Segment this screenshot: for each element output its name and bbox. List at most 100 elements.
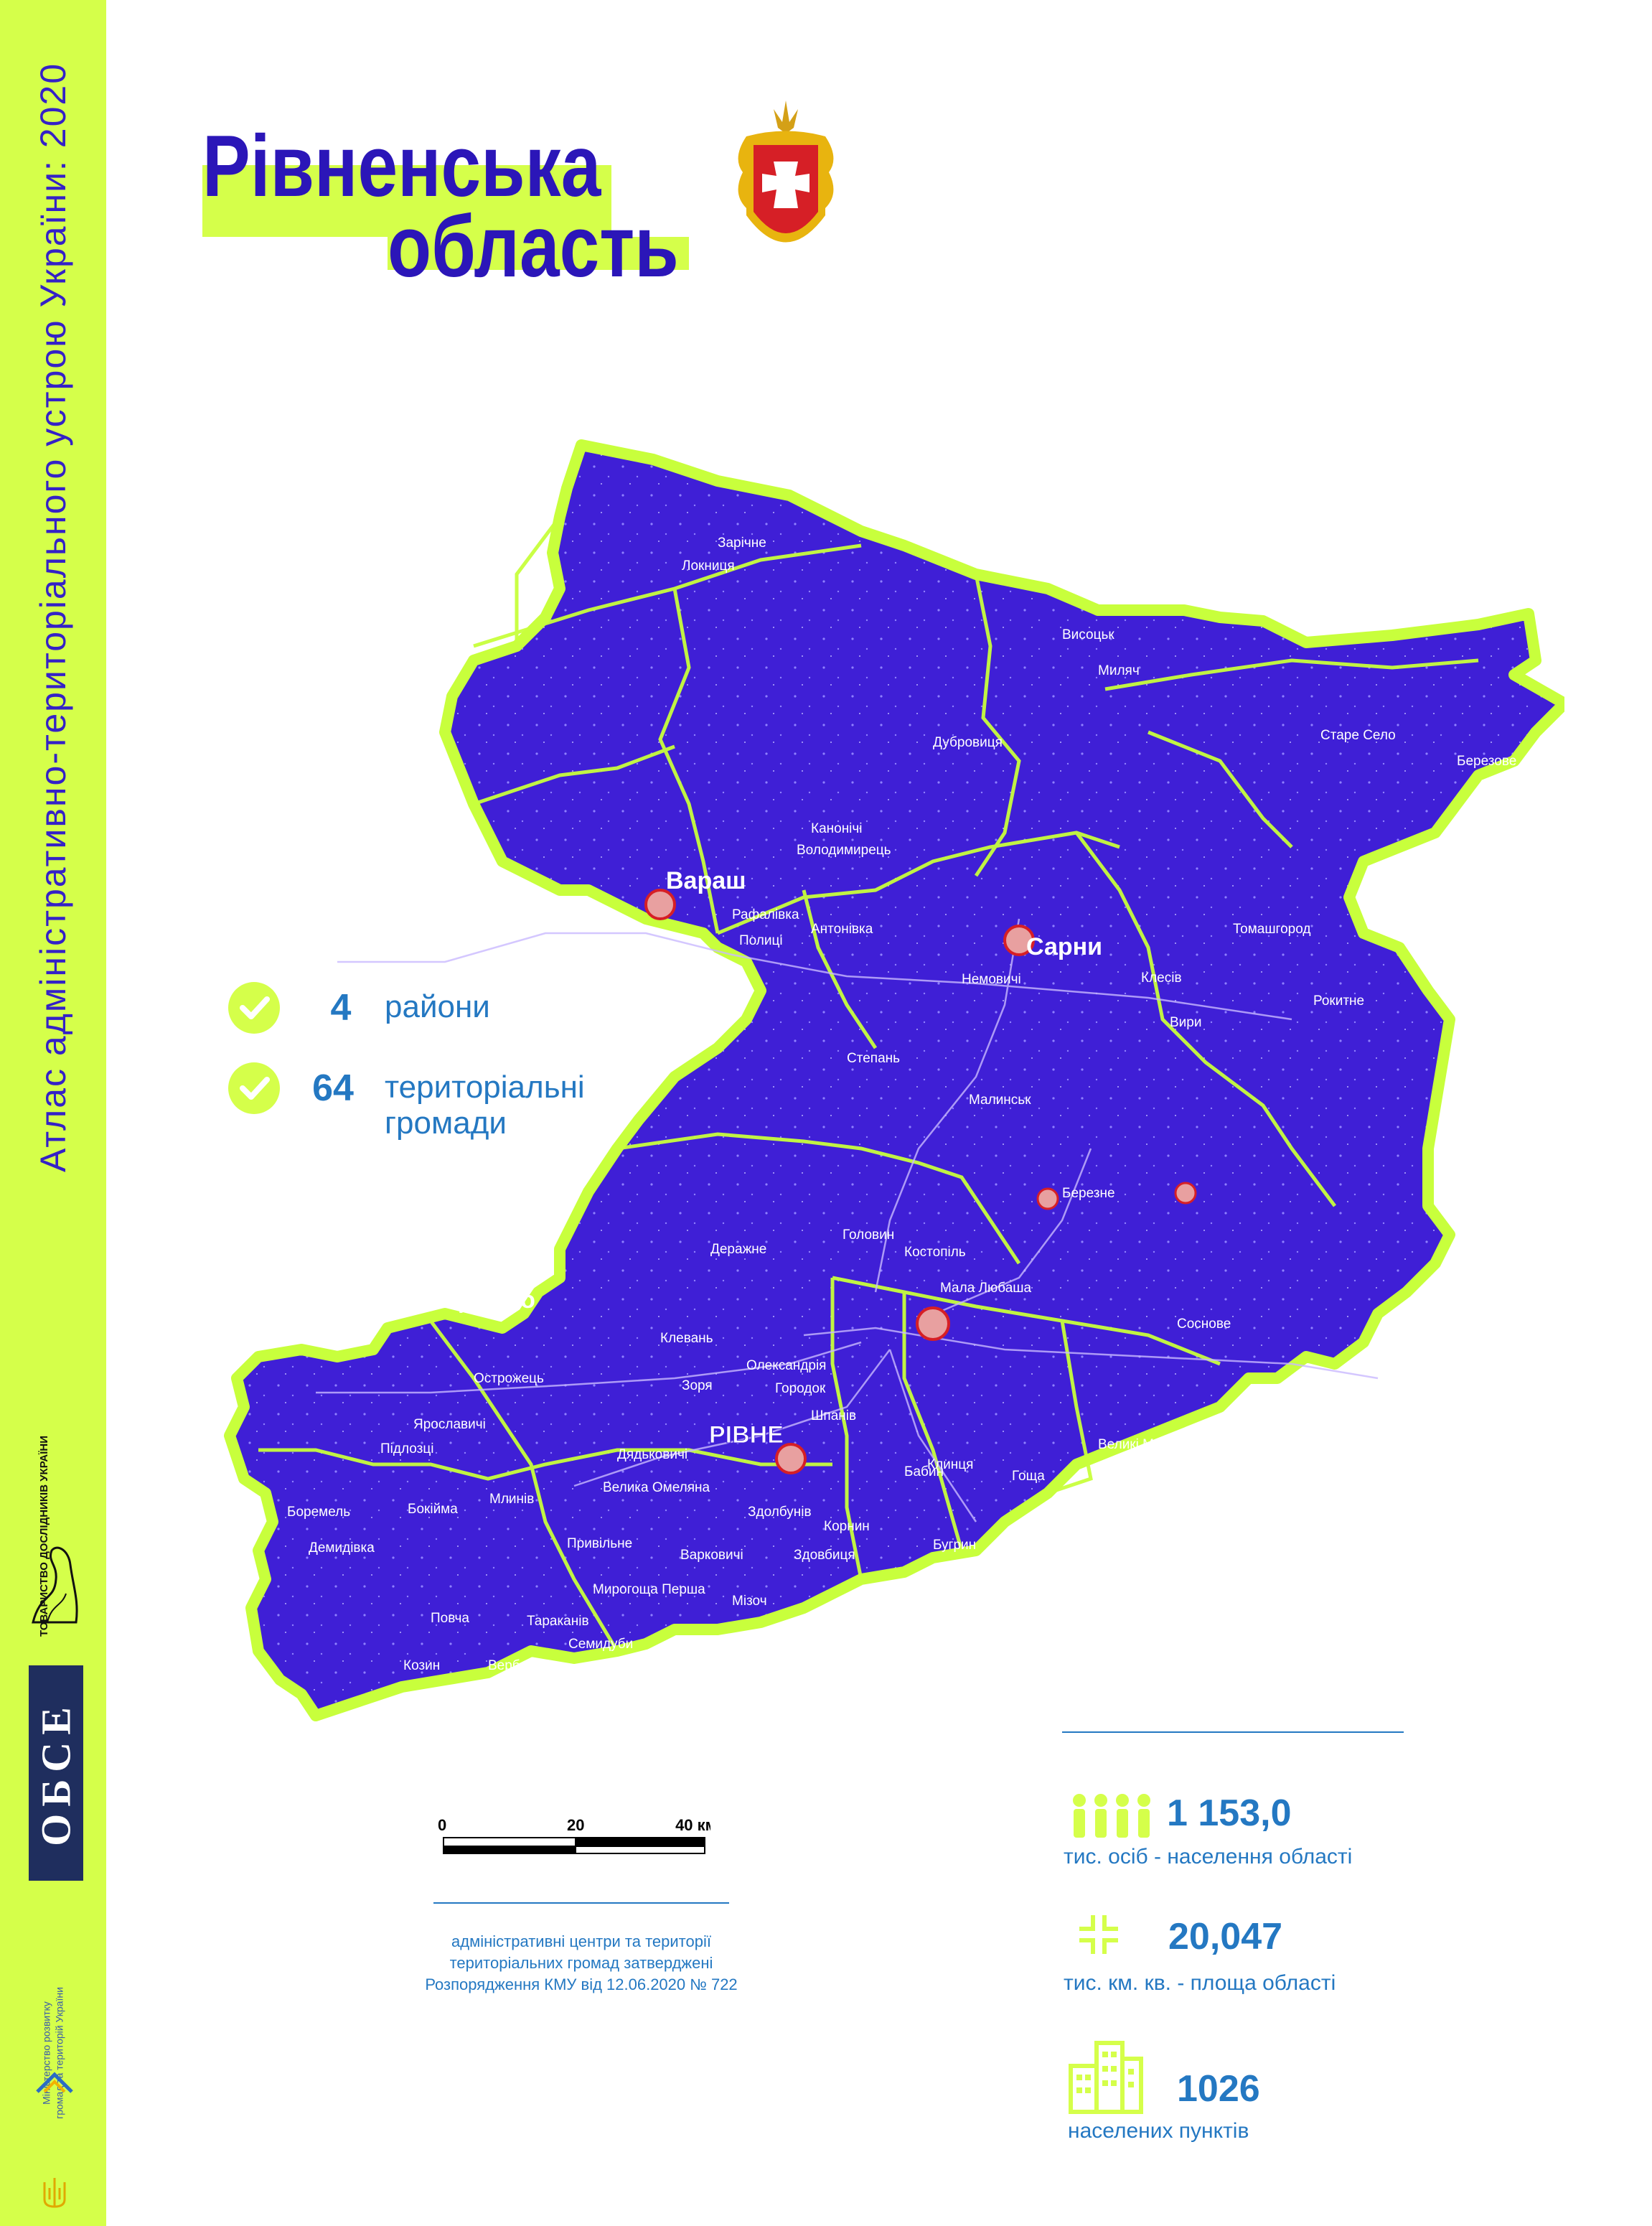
town-label: Вири	[1170, 1015, 1201, 1030]
sidebar: Атлас адміністративно-територіального ус…	[0, 0, 106, 2226]
town-label: Олександрія	[746, 1358, 826, 1373]
notes-line3: Розпорядження КМУ від 12.06.2020 № 722	[425, 1975, 738, 1993]
scale-label-40: 40 км	[675, 1816, 710, 1834]
notes-line2: територіальних громад затверджені	[449, 1954, 713, 1972]
town-label: Антонівка	[811, 922, 873, 937]
society-logo-icon	[32, 1546, 78, 1624]
districts-count: 4	[330, 987, 352, 1029]
town-label: Ярославичі	[413, 1417, 486, 1432]
communities-count: 64	[312, 1067, 354, 1109]
town-label: Млинів	[489, 1492, 534, 1507]
major-city-markers	[644, 889, 1197, 1474]
notes-line1: адміністративні центри та території	[451, 1932, 711, 1950]
title-highlight	[202, 165, 611, 237]
town-label: Степань	[847, 1051, 900, 1066]
town-label: Крупець	[316, 1727, 368, 1742]
coat-of-arms-icon	[738, 100, 834, 243]
town-label: Корнин	[824, 1519, 870, 1534]
ministry-logo-icon	[36, 2072, 73, 2093]
city-label-varash: Вараш	[666, 867, 746, 894]
town-label: Дядьковичі	[617, 1447, 687, 1462]
town-label: Радивилів	[287, 1757, 352, 1772]
town-label: Рафалівка	[732, 907, 799, 922]
roads	[316, 918, 1379, 1523]
osce-logo: ОБСЕ	[29, 1665, 83, 1881]
population-value: 1 153,0	[1167, 1792, 1292, 1834]
area-value: 20,047	[1168, 1916, 1283, 1958]
town-label: Клинця	[927, 1457, 973, 1472]
buildings-icon	[1069, 2041, 1143, 2114]
town-label: Немовичі	[962, 972, 1021, 987]
title-highlight	[388, 237, 689, 270]
town-label: Корець	[1227, 1469, 1273, 1484]
town-label: Здовбиця	[794, 1548, 855, 1563]
city-label-rivne: РІВНЕ	[709, 1421, 784, 1449]
town-labels: Зарічне Локниця Висоцьк Миляч Дубровиця …	[287, 536, 1516, 1772]
town-label: Острог	[860, 1658, 904, 1673]
town-label: Гоща	[1012, 1469, 1045, 1484]
atlas-title: Атлас адміністративно-територіального ус…	[33, 62, 73, 1173]
town-label: Смига	[540, 1704, 579, 1719]
town-label: Канонічі	[811, 821, 863, 836]
osce-logo-text: ОБСЕ	[32, 1700, 80, 1846]
city-label-dubno: Дубно	[459, 1286, 535, 1314]
town-label: Бокійма	[408, 1502, 458, 1517]
town-label: Демидівка	[309, 1540, 375, 1556]
town-label: Миляч	[1098, 663, 1140, 678]
tryzub-icon	[43, 2178, 66, 2208]
town-label: Варковичі	[680, 1548, 743, 1563]
town-label: Козин	[403, 1658, 440, 1673]
ministry-name-line1: Міністерство розвитку	[40, 2001, 52, 2105]
oblast-map: Вараш Сарни РІВНЕ Дубно Зарічне Локниця …	[224, 439, 1564, 1772]
population-label: тис. осіб - населення області	[1064, 1845, 1353, 1869]
ministry-name-line2: громад та територій України	[53, 1987, 65, 2119]
settlements-value: 1026	[1177, 2068, 1260, 2110]
town-label: Старе Село	[1320, 728, 1396, 743]
communities-label: територіальні громади	[385, 1062, 600, 1141]
town-label: Зарічне	[718, 536, 766, 551]
town-label: Здолбунів	[748, 1505, 812, 1520]
town-label: Мізоч	[732, 1594, 767, 1609]
area-label: тис. км. кв. - площа області	[1064, 1971, 1336, 1995]
town-label: Полиці	[739, 933, 783, 948]
town-label: Верба	[488, 1658, 527, 1673]
town-label: Мирогоща Перша	[593, 1582, 705, 1597]
page-title-line2: область	[388, 197, 679, 295]
districts-label: райони	[385, 989, 490, 1024]
page-title-line1: Рівненська	[202, 117, 601, 215]
town-label: Підлозці	[380, 1441, 433, 1456]
town-label: Соснове	[1177, 1317, 1231, 1332]
scale-bar: 0 20 40 км	[438, 1816, 710, 1854]
town-label: Городок	[775, 1381, 826, 1396]
scale-label-0: 0	[438, 1816, 446, 1834]
town-label: Клесів	[1141, 971, 1182, 986]
town-label: Боремель	[287, 1505, 350, 1520]
town-label: Бугрин	[933, 1538, 976, 1553]
major-city-labels: Вараш Сарни РІВНЕ Дубно	[459, 867, 1102, 1449]
society-name: ТОВАРИСТВО ДОСЛІДНИКІВ УКРАЇНИ	[37, 1436, 50, 1637]
town-label: Дубровиця	[933, 735, 1003, 750]
town-label: Семидуби	[568, 1637, 633, 1652]
area-icon	[1072, 1908, 1125, 1961]
town-label: Березне	[1062, 1186, 1115, 1201]
town-label: Локниця	[682, 558, 735, 574]
people-icon	[1073, 1794, 1150, 1838]
town-label: Повча	[431, 1611, 469, 1626]
town-label: Головин	[843, 1227, 894, 1243]
communities-stat: 64 територіальні громади	[228, 1062, 600, 1141]
checkmark-icon	[228, 1062, 280, 1114]
town-label: Висоцьк	[1062, 627, 1114, 642]
ministry-name: Міністерство розвитку громад та територі…	[41, 1987, 66, 2119]
checkmark-icon	[228, 982, 280, 1034]
town-label: Рокитне	[1313, 993, 1364, 1009]
town-label: Велика Омеляна	[603, 1480, 710, 1495]
town-label: Бабин	[904, 1464, 944, 1479]
town-label: Острожець	[474, 1371, 544, 1386]
town-label: Малинськ	[969, 1093, 1031, 1108]
town-label: Шпанів	[811, 1408, 856, 1423]
oblast-shape	[224, 439, 1564, 1721]
town-label: Мала Любаша	[940, 1281, 1032, 1296]
communities-label-line2: громади	[385, 1105, 507, 1141]
notes-divider	[433, 1902, 729, 1904]
town-label: Володимирець	[797, 843, 891, 858]
